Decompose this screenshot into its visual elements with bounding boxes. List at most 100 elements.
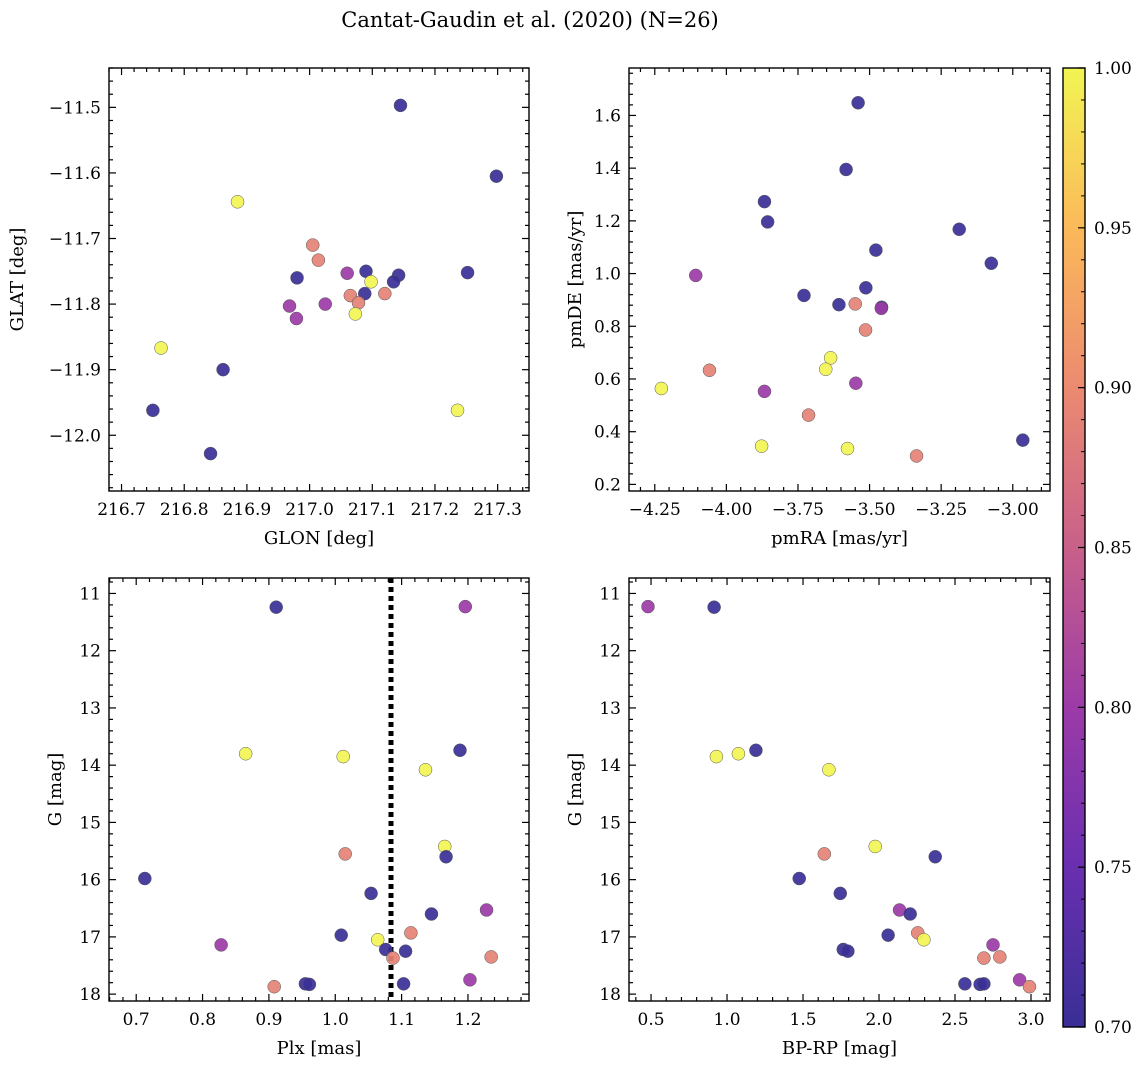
data-point xyxy=(290,271,304,285)
data-point xyxy=(654,381,669,396)
x-tick-label: 217.0 xyxy=(285,500,334,520)
data-point xyxy=(817,847,832,861)
data-point xyxy=(641,599,655,614)
data-point xyxy=(859,281,873,295)
data-point xyxy=(404,926,418,940)
data-point xyxy=(216,362,230,377)
data-point xyxy=(868,839,882,854)
y-tick-label: 11 xyxy=(599,584,621,604)
y-tick-label: 12 xyxy=(79,642,101,662)
data-point xyxy=(364,275,378,289)
y-tick-label: 1.6 xyxy=(594,106,621,126)
y-tick-label: 1.0 xyxy=(594,265,621,285)
data-point xyxy=(489,169,504,183)
y-axis-label: GLAT [deg] xyxy=(7,228,28,332)
colorbar: 0.70 0.75 0.80 0.85 0.90 0.95 1.00 xyxy=(1062,59,1132,1038)
data-point xyxy=(903,907,917,921)
scatter-points xyxy=(138,599,498,994)
x-tick-label: −3.50 xyxy=(844,500,896,520)
data-point xyxy=(418,763,433,777)
data-point xyxy=(797,288,811,303)
y-tick-label: 15 xyxy=(599,813,621,833)
y-axis-label: G [mag] xyxy=(45,753,66,826)
data-point xyxy=(1016,433,1030,447)
figure-title: Cantat-Gaudin et al. (2020) (N=26) xyxy=(341,8,719,32)
x-tick-label: 216.8 xyxy=(160,500,209,520)
panels: 216.7 216.8 216.9 217.0 217.1 217.2 217.3 −12.0… xyxy=(7,67,1051,1059)
data-point xyxy=(282,299,297,313)
colorbar-tick-label: 0.95 xyxy=(1094,219,1132,239)
colorbar-tick-label: 0.85 xyxy=(1094,539,1132,559)
scatter-points xyxy=(146,98,504,461)
x-tick-label: 0.9 xyxy=(255,1010,282,1030)
data-point xyxy=(458,599,473,614)
axes-frame xyxy=(628,67,1051,492)
y-tick-label: 18 xyxy=(599,985,621,1005)
panel-3: 0.7 0.8 0.9 1.0 1.1 1.2 11 12 13 14 15 16 17 18 Plx [m… xyxy=(45,577,530,1059)
data-point xyxy=(688,268,703,283)
x-tick-label: 216.7 xyxy=(97,500,146,520)
x-tick-label: 1.2 xyxy=(454,1010,481,1030)
data-point xyxy=(928,850,943,864)
data-point xyxy=(484,950,498,964)
data-point xyxy=(311,253,326,267)
data-point xyxy=(977,951,991,965)
data-point xyxy=(707,600,721,614)
data-point xyxy=(340,266,354,281)
x-tick-label: −3.00 xyxy=(987,500,1039,520)
y-tick-label: 14 xyxy=(79,756,101,776)
data-point xyxy=(460,265,475,280)
y-tick-label: 13 xyxy=(79,699,101,719)
data-point xyxy=(848,297,863,311)
x-tick-label: 1.0 xyxy=(714,1010,741,1030)
data-point xyxy=(869,243,883,257)
y-tick-label: 1.2 xyxy=(594,212,621,232)
x-tick-label: 2.0 xyxy=(865,1010,892,1030)
data-point xyxy=(386,951,400,965)
data-point xyxy=(318,297,333,311)
x-tick-label: 1.0 xyxy=(322,1010,349,1030)
axis-ticks xyxy=(629,578,1050,1001)
data-point xyxy=(993,950,1007,964)
x-tick-label: 217.2 xyxy=(411,500,460,520)
axes-frame xyxy=(108,577,530,1002)
x-tick-label: −4.25 xyxy=(629,500,681,520)
y-tick-label: 18 xyxy=(79,985,101,1005)
data-point xyxy=(453,743,467,758)
data-point xyxy=(1022,979,1037,994)
x-tick-label: 0.7 xyxy=(123,1010,150,1030)
data-point xyxy=(378,286,392,301)
axis-ticks xyxy=(108,67,529,491)
y-tick-label: −11.9 xyxy=(49,361,101,381)
data-point xyxy=(819,362,833,376)
data-point xyxy=(849,376,863,390)
data-point xyxy=(874,301,889,316)
x-tick-label: −3.75 xyxy=(772,500,824,520)
colorbar-tick-label: 0.70 xyxy=(1094,1018,1132,1038)
data-point xyxy=(338,847,352,861)
y-tick-label: 16 xyxy=(599,871,621,891)
data-point xyxy=(479,903,494,917)
scatter-points xyxy=(654,96,1030,463)
data-point xyxy=(305,238,320,252)
axes-frame xyxy=(628,577,1051,1002)
scatter-points xyxy=(641,599,1037,994)
x-tick-label: −4.00 xyxy=(700,500,752,520)
y-tick-label: 14 xyxy=(599,756,621,776)
data-point xyxy=(702,363,717,378)
x-axis-label: Plx [mas] xyxy=(277,1038,362,1059)
panel-4: 0.5 1.0 1.5 2.0 2.5 3.0 11 12 13 14 15 16 17 18 BP-RP … xyxy=(565,577,1051,1059)
data-point xyxy=(754,439,769,453)
colorbar-tick-label: 1.00 xyxy=(1094,59,1132,79)
data-point xyxy=(757,194,772,209)
y-tick-label: −11.8 xyxy=(49,295,101,315)
colorbar-tick-label: 0.75 xyxy=(1094,858,1132,878)
data-point xyxy=(757,384,772,399)
y-tick-label: 0.8 xyxy=(594,317,621,337)
data-point xyxy=(958,977,972,991)
data-point xyxy=(450,403,465,418)
data-point xyxy=(396,977,411,991)
data-point xyxy=(731,746,746,761)
data-point xyxy=(386,275,401,289)
